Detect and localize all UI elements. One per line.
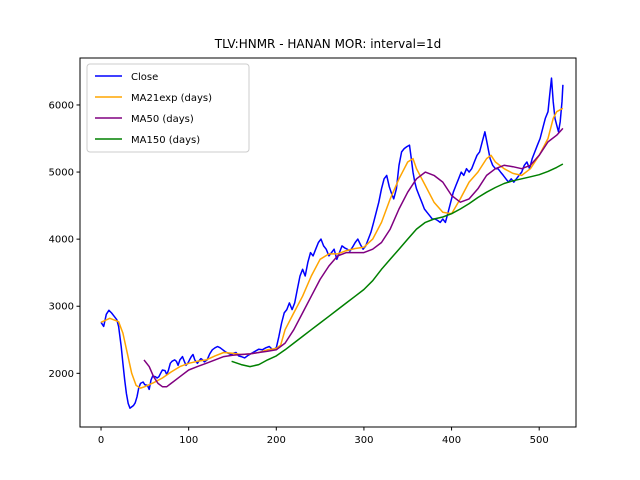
chart-title: TLV:HNMR - HANAN MOR: interval=1d (214, 37, 442, 51)
x-tick-label: 200 (267, 435, 286, 446)
series-line-2 (143, 127, 564, 388)
legend: Close MA21exp (days) MA50 (days) MA150 (day… (86, 63, 250, 153)
y-tick-label: 2000 (49, 369, 74, 380)
series-line-1 (100, 107, 564, 389)
legend-box (86, 63, 250, 153)
y-tick-label: 4000 (49, 235, 74, 246)
x-tick-label: 100 (179, 435, 198, 446)
legend-label: MA21exp (days) (131, 93, 212, 104)
x-tick-label: 0 (98, 435, 104, 446)
series-line-0 (100, 77, 564, 409)
y-tick-label: 5000 (49, 168, 74, 179)
y-axis: 2000 3000 4000 5000 6000 (49, 100, 80, 380)
series-line-3 (231, 163, 564, 368)
legend-label: MA50 (days) (131, 114, 194, 125)
legend-label: Close (131, 72, 158, 83)
y-tick-label: 6000 (49, 100, 74, 111)
legend-label: MA150 (days) (131, 135, 200, 146)
plot-lines (100, 77, 564, 409)
y-tick-label: 3000 (49, 302, 74, 313)
x-tick-label: 300 (354, 435, 373, 446)
x-tick-label: 500 (530, 435, 549, 446)
x-tick-label: 400 (442, 435, 461, 446)
axes-frame (79, 57, 577, 428)
x-axis: 0 100 200 300 400 500 (98, 427, 549, 446)
